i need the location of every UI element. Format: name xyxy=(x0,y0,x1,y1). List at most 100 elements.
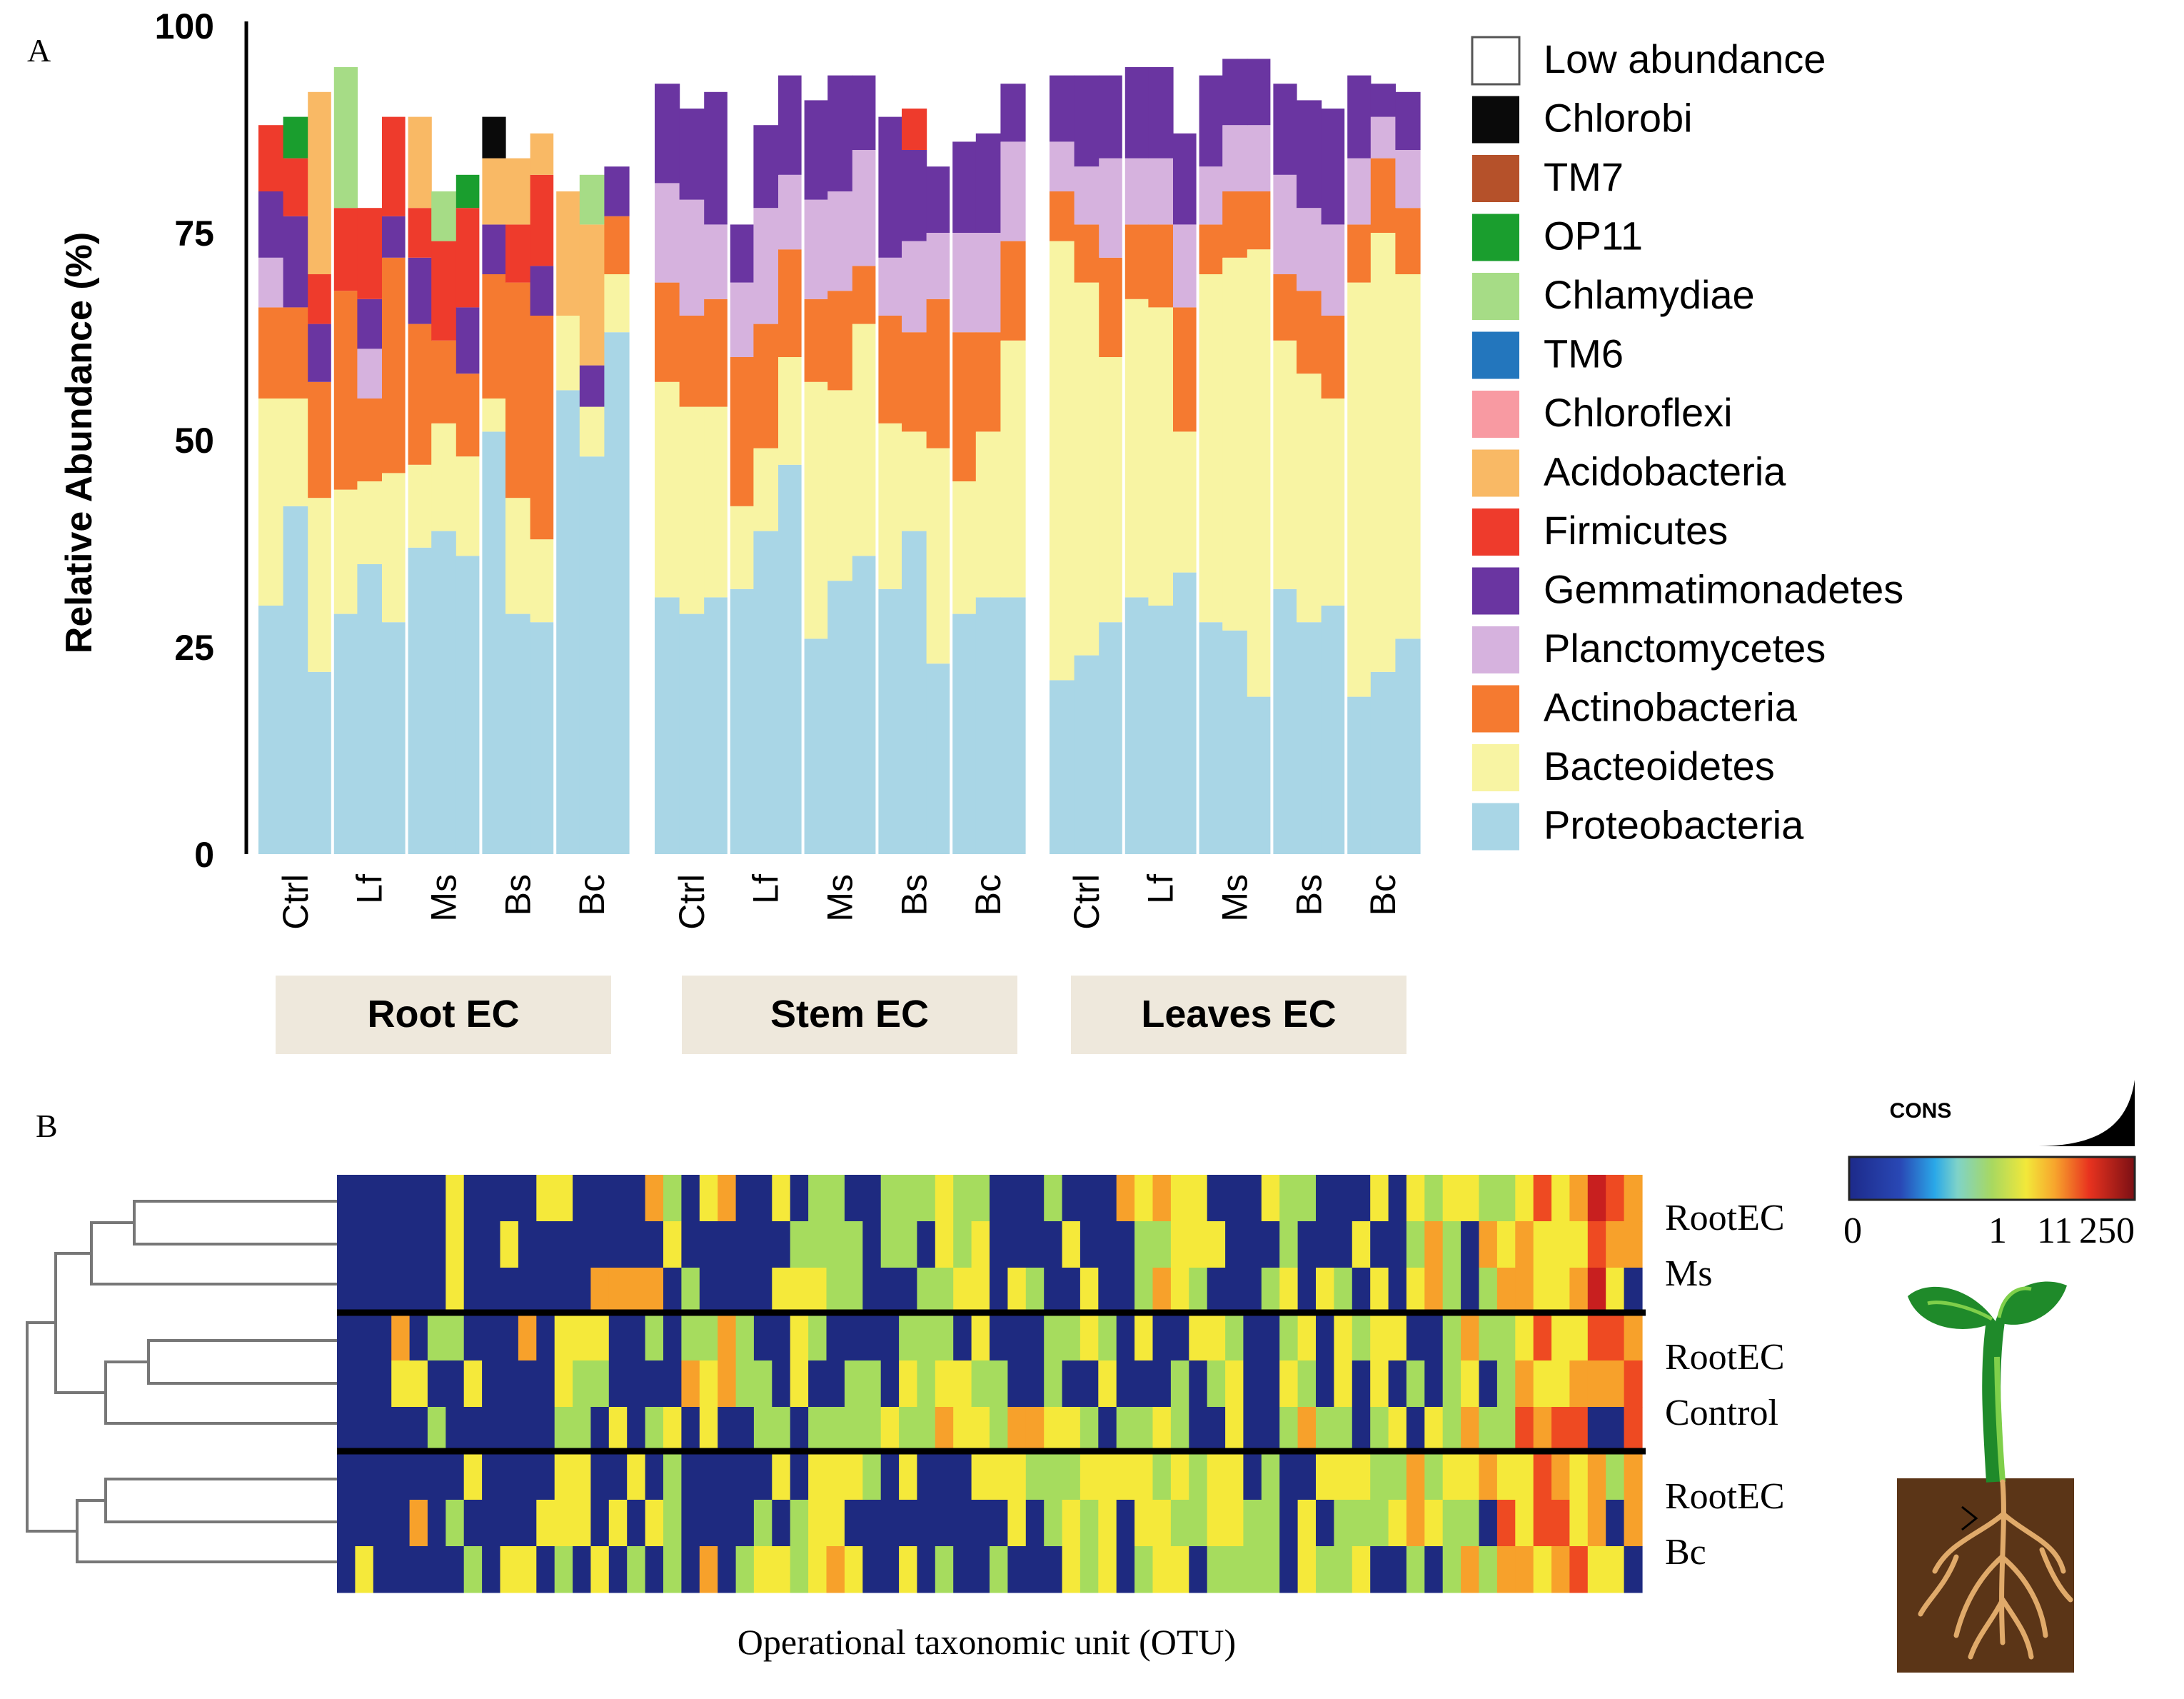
heatmap-cell xyxy=(554,1407,573,1454)
legend-swatch xyxy=(1471,36,1521,86)
heatmap-cell xyxy=(862,1453,882,1500)
heatmap-cell xyxy=(1624,1360,1643,1408)
heatmap-cell xyxy=(627,1500,646,1547)
heatmap-cell xyxy=(1062,1268,1081,1315)
heatmap-cell xyxy=(355,1453,374,1500)
heatmap-cell xyxy=(681,1546,700,1593)
heatmap-cell xyxy=(880,1407,900,1454)
heatmap-cell xyxy=(1352,1453,1371,1500)
heatmap-cell xyxy=(1406,1268,1425,1315)
bar-root-ec-lf xyxy=(332,67,358,854)
legend-label: Bacteoidetes xyxy=(1544,743,1775,788)
x-axis-ticks: Ctrl Lf Ms Bs Bc Ctrl Lf Ms Bs Bc Ctrl Lf Ms Bs Bc xyxy=(276,874,1403,930)
heatmap-cell xyxy=(899,1268,918,1315)
group-box xyxy=(682,976,1017,1054)
heatmap-cell xyxy=(1297,1268,1317,1315)
heatmap-cell xyxy=(1624,1221,1643,1268)
legend-swatch xyxy=(1472,273,1519,320)
heatmap-cell xyxy=(554,1175,573,1222)
heatmap-cell xyxy=(663,1546,682,1593)
heatmap-cell xyxy=(1098,1407,1117,1454)
heatmap-cell xyxy=(1279,1175,1299,1222)
heatmap-cell xyxy=(1424,1268,1444,1315)
heatmap-cell xyxy=(1587,1453,1606,1500)
x-tick-label: Lf xyxy=(350,874,390,904)
heatmap-cell xyxy=(1551,1268,1571,1315)
heatmap-cell xyxy=(1479,1360,1498,1408)
heatmap-cell xyxy=(1116,1314,1135,1361)
heatmap-cell xyxy=(953,1407,972,1454)
heatmap-cell xyxy=(1587,1175,1606,1222)
heatmap-cell xyxy=(536,1268,555,1315)
heatmap-cells xyxy=(337,1175,1643,1593)
heatmap-cell xyxy=(1388,1175,1407,1222)
heatmap-cell xyxy=(935,1360,954,1408)
bar-segment-acidobacteria xyxy=(555,191,580,316)
bar-root-ec-lf xyxy=(382,116,408,854)
heatmap-cell xyxy=(844,1360,863,1408)
heatmap-cell xyxy=(482,1221,501,1268)
heatmap-cell xyxy=(373,1268,392,1315)
heatmap-cell xyxy=(1134,1453,1154,1500)
heatmap-cell xyxy=(446,1453,465,1500)
heatmap-cell xyxy=(1479,1453,1498,1500)
heatmap-cell xyxy=(1569,1546,1589,1593)
heatmap-cell xyxy=(1370,1314,1389,1361)
bar-leaves-ec-bc xyxy=(1346,75,1372,854)
bar-segment-actinobacteria xyxy=(1272,274,1297,341)
heatmap-cell xyxy=(990,1453,1008,1500)
heatmap-cell xyxy=(1316,1221,1334,1268)
heatmap-cell xyxy=(1152,1546,1172,1593)
heatmap-cell xyxy=(1189,1314,1208,1361)
bar-segment-bacteoidetes xyxy=(1297,374,1322,623)
heatmap-cell xyxy=(1189,1407,1208,1454)
heatmap-cell xyxy=(1279,1500,1299,1547)
heatmap-cell xyxy=(518,1453,537,1500)
heatmap-cell xyxy=(355,1500,374,1547)
heatmap-cell xyxy=(500,1546,519,1593)
heatmap-cell xyxy=(427,1314,446,1361)
heatmap-cell xyxy=(446,1314,465,1361)
heatmap-cell xyxy=(1515,1453,1534,1500)
heatmap-cell xyxy=(1334,1453,1353,1500)
bar-segment-firmicutes xyxy=(902,109,927,150)
heatmap-cell xyxy=(482,1407,501,1454)
bar-leaves-ec-ctrl xyxy=(1050,75,1075,854)
heatmap-cell xyxy=(500,1407,519,1454)
heatmap-cell xyxy=(917,1546,936,1593)
bar-segment-gemmatimonadetes xyxy=(308,324,333,382)
heatmap-cell xyxy=(1569,1314,1589,1361)
heatmap-cell xyxy=(446,1360,465,1408)
bar-segment-planctomycetes xyxy=(951,233,977,333)
heatmap-cell xyxy=(1533,1314,1552,1361)
heatmap-cell xyxy=(1207,1500,1226,1547)
heatmap-cell xyxy=(1624,1175,1643,1222)
heatmap-cell xyxy=(1207,1175,1226,1222)
heatmap-cell xyxy=(608,1453,628,1500)
bar-segment-planctomycetes xyxy=(357,349,383,399)
colorbar-gradient xyxy=(1848,1156,2136,1201)
heatmap-cell xyxy=(1587,1268,1606,1315)
heatmap-cell xyxy=(1424,1221,1444,1268)
bar-segment-proteobacteria xyxy=(1370,671,1396,854)
heatmap-cell xyxy=(953,1453,972,1500)
bar-segment-gemmatimonadetes xyxy=(926,166,952,233)
bar-segment-gemmatimonadetes xyxy=(382,216,408,258)
heatmap-cell xyxy=(1062,1500,1081,1547)
bar-stem-ec-ms xyxy=(827,75,853,854)
x-tick-label: Bs xyxy=(498,874,538,916)
heatmap-cell xyxy=(844,1546,863,1593)
heatmap-cell xyxy=(1243,1546,1262,1593)
bar-segment-acidobacteria xyxy=(480,158,506,225)
heatmap-cell xyxy=(880,1175,900,1222)
legend-swatch xyxy=(1472,331,1519,379)
heatmap-cell xyxy=(518,1175,537,1222)
heatmap-cell xyxy=(862,1500,882,1547)
x-tick-label: Ms xyxy=(1215,874,1255,922)
heatmap-cell xyxy=(899,1175,918,1222)
bar-segment-gemmatimonadetes xyxy=(1173,133,1199,225)
heatmap-cell xyxy=(1025,1453,1045,1500)
heatmap-cell xyxy=(427,1407,446,1454)
heatmap-cell xyxy=(1352,1314,1371,1361)
heatmap-cell xyxy=(463,1407,483,1454)
